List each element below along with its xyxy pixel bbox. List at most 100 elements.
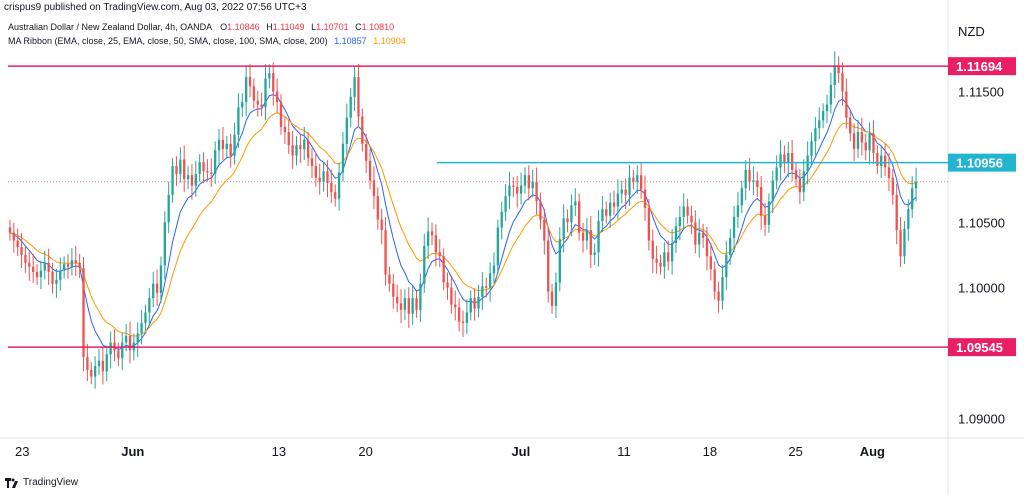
candle-body	[698, 232, 701, 245]
candle-body	[527, 175, 530, 189]
candle-body	[899, 230, 902, 257]
candle-body	[682, 206, 685, 218]
y-tick-label: 1.09000	[958, 411, 1005, 426]
candle-body	[426, 231, 430, 246]
candle-body	[829, 84, 833, 105]
candle-body	[806, 155, 809, 172]
candle-body	[686, 206, 689, 216]
high-value: 1.11049	[272, 22, 305, 32]
candle-body	[725, 254, 728, 278]
x-tick-label: 25	[788, 444, 802, 459]
candle-body	[554, 282, 558, 306]
x-tick-label: Jul	[511, 444, 530, 459]
candle-body	[721, 277, 724, 301]
candle-body	[864, 142, 867, 151]
high-label: H	[266, 22, 273, 32]
candle-body	[179, 159, 182, 174]
candle-body	[55, 279, 58, 284]
candle-body	[496, 227, 500, 266]
candle-body	[237, 107, 240, 135]
candle-body	[24, 254, 27, 263]
ma-value-2: 1.10904	[373, 36, 406, 46]
candle-body	[748, 169, 751, 182]
candle-body	[310, 158, 314, 167]
candle-body	[760, 186, 763, 216]
candle-body	[620, 189, 623, 194]
candle-body	[16, 240, 19, 248]
candle-body	[771, 180, 774, 202]
candle-body	[593, 252, 596, 255]
candle-body	[47, 262, 50, 272]
candle-body	[233, 134, 236, 156]
candle-body	[117, 350, 120, 359]
candle-body	[299, 145, 302, 150]
candle-body	[694, 222, 697, 245]
symbol-line: Australian Dollar / New Zealand Dollar, …	[8, 22, 212, 32]
candle-body	[392, 283, 395, 297]
candle-body	[136, 333, 139, 343]
candle-body	[283, 126, 287, 133]
candle-body	[345, 117, 348, 144]
candle-body	[833, 65, 836, 85]
candle-body	[485, 286, 488, 288]
candle-body	[636, 175, 639, 182]
y-tick-label: 1.11500	[958, 85, 1004, 100]
tradingview-logo-icon	[5, 477, 18, 488]
candle-body	[891, 177, 894, 195]
candle-body	[647, 207, 651, 241]
candle-body	[659, 262, 662, 267]
candle-body	[109, 342, 112, 355]
candle-body	[543, 219, 546, 241]
candle-body	[914, 181, 918, 189]
candle-body	[190, 175, 194, 186]
candle-body	[229, 143, 232, 156]
candle-body	[876, 152, 879, 167]
candle-body	[407, 298, 410, 314]
candle-body	[183, 159, 186, 180]
y-tick-label: 1.10000	[958, 281, 1005, 296]
candle-body	[105, 354, 108, 372]
candle-body	[399, 303, 403, 310]
open-label: O	[220, 22, 228, 32]
candle-body	[508, 185, 511, 197]
candle-body	[252, 86, 256, 101]
candle-body	[845, 91, 848, 118]
candle-body	[326, 171, 329, 184]
candle-body	[357, 77, 360, 117]
candle-body	[624, 189, 627, 195]
candle-body	[574, 201, 577, 206]
candle-body	[334, 192, 337, 199]
candle-body	[570, 205, 573, 223]
candle-body	[523, 175, 527, 186]
candle-body	[562, 218, 565, 240]
candle-body	[601, 209, 604, 221]
candle-body	[268, 73, 271, 79]
candle-body	[217, 139, 221, 151]
candle-body	[798, 179, 802, 193]
candle-body	[663, 252, 666, 267]
candle-body	[752, 180, 755, 182]
ma-value-1: 1.10857	[334, 36, 367, 46]
candle-body	[295, 145, 298, 156]
candle-body	[97, 360, 101, 367]
candle-body	[70, 260, 74, 267]
candle-body	[810, 141, 813, 156]
candle-body	[581, 232, 585, 241]
candle-body	[144, 312, 147, 323]
candle-body	[566, 218, 569, 223]
candle-body	[547, 240, 550, 292]
candle-body	[260, 104, 263, 108]
candle-body	[814, 128, 817, 142]
candle-body	[678, 217, 682, 227]
candle-body	[608, 202, 612, 216]
candle-body	[605, 209, 608, 216]
candle-body	[457, 307, 461, 322]
candle-body	[787, 152, 790, 164]
candle-body	[667, 252, 670, 262]
candle-body	[159, 265, 163, 293]
candle-body	[66, 264, 70, 267]
candle-body	[32, 266, 35, 272]
candle-body	[86, 356, 89, 371]
candle-body	[62, 264, 66, 271]
